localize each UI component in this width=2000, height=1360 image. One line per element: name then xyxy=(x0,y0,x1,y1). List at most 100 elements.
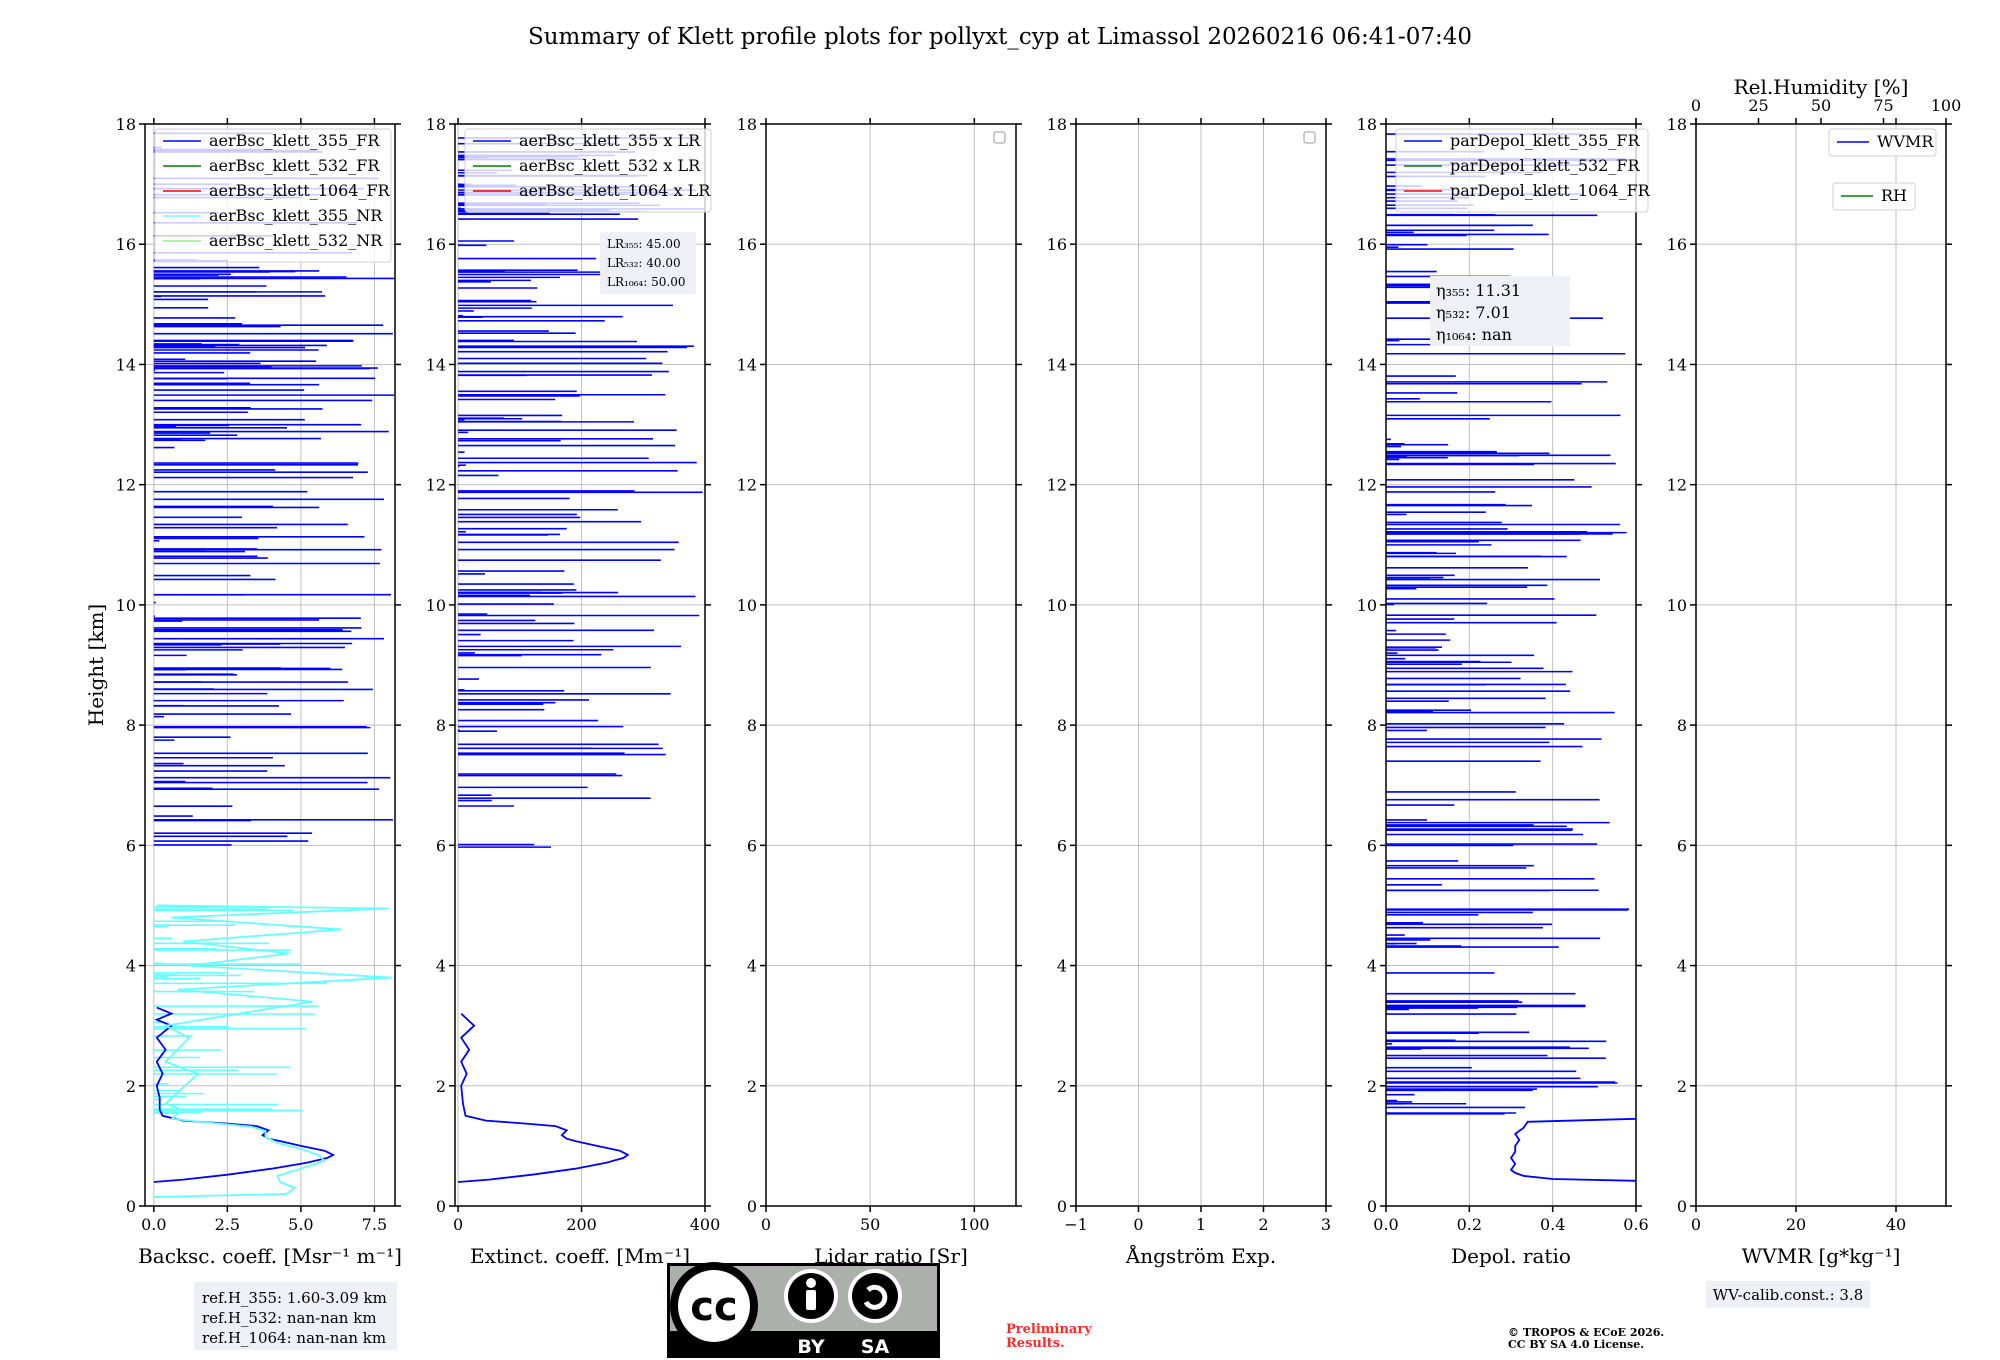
legend-box xyxy=(1832,182,1916,211)
x-tick-label: 0 xyxy=(761,1215,771,1234)
y-tick-label: 2 xyxy=(126,1077,136,1096)
y-tick-label: 16 xyxy=(426,235,446,254)
legend-entry: aerBsc_klett_532_NR xyxy=(209,231,383,250)
panel-frame xyxy=(1075,123,1327,1207)
x-tick-label: 40 xyxy=(1886,1215,1906,1234)
y-tick-label: 2 xyxy=(747,1077,757,1096)
ref-height-532: ref.H_532: nan-nan km xyxy=(202,1309,377,1327)
x-tick-label: 0.0 xyxy=(1373,1215,1398,1234)
lr-annotation: LR₃₅₅: 45.00 xyxy=(607,237,681,251)
y-tick-label: 0 xyxy=(747,1197,757,1216)
legend: parDepol_klett_355_FR parDepol_klett_532_… xyxy=(1395,128,1651,213)
y-tick-label: 6 xyxy=(436,836,446,855)
x-tick-label: 0.6 xyxy=(1623,1215,1648,1234)
x-tick-label: 100 xyxy=(959,1215,990,1234)
y-tick-label: 4 xyxy=(1677,957,1687,976)
y-tick-label: 2 xyxy=(1677,1077,1687,1096)
y-tick-label: 6 xyxy=(747,836,757,855)
y-tick-label: 6 xyxy=(126,836,136,855)
by-label: BY xyxy=(797,1336,824,1358)
by-icon-body xyxy=(806,1290,816,1310)
top-x-tick-label: 25 xyxy=(1748,96,1768,115)
wv-calib-const: WV-calib.const.: 3.8 xyxy=(1713,1286,1864,1304)
panel-frame xyxy=(454,123,706,1207)
reference-heights-box: ref.H_355: 1.60-3.09 km ref.H_532: nan-n… xyxy=(194,1282,397,1350)
ref-height-1064: ref.H_1064: nan-nan km xyxy=(202,1329,386,1347)
series-aerBsc_klett_355 x LR xyxy=(458,1012,630,1183)
cc-logo-inner xyxy=(678,1270,750,1342)
y-tick-label: 18 xyxy=(1047,115,1067,134)
y-tick-label: 0 xyxy=(1677,1197,1687,1216)
y-tick-label: 8 xyxy=(1057,716,1067,735)
copyright-line-2: CC BY SA 4.0 License. xyxy=(1508,1338,1644,1351)
y-tick-label: 2 xyxy=(436,1077,446,1096)
x-tick-label: 0.4 xyxy=(1540,1215,1565,1234)
x-tick-label: 2 xyxy=(1258,1215,1268,1234)
y-tick-label: 18 xyxy=(1357,115,1377,134)
preliminary-line-2: Results. xyxy=(1006,1336,1065,1351)
x-tick-label: 0 xyxy=(1691,1215,1701,1234)
top-x-tick-label: 100 xyxy=(1931,96,1962,115)
lr-annotation-box xyxy=(600,232,696,294)
preliminary-line-1: Preliminary xyxy=(1006,1322,1092,1337)
wv-calib-box: WV-calib.const.: 3.8 xyxy=(1706,1281,1870,1308)
legend-box xyxy=(464,128,712,213)
y-tick-label: 10 xyxy=(1667,596,1687,615)
y-tick-label: 12 xyxy=(1357,476,1377,495)
x-axis-label: Depol. ratio xyxy=(1451,1244,1571,1268)
wv-calib-background xyxy=(1706,1281,1870,1308)
y-tick-label: 16 xyxy=(116,235,136,254)
y-tick-label: 6 xyxy=(1677,836,1687,855)
x-tick-label: 20 xyxy=(1786,1215,1806,1234)
x-tick-label: 3 xyxy=(1321,1215,1331,1234)
x-tick-label: 5.0 xyxy=(288,1215,313,1234)
x-axis-label: WVMR [g*kg⁻¹] xyxy=(1742,1244,1901,1268)
series-parDepol_klett_355_FR xyxy=(1509,1117,1636,1182)
y-tick-label: 8 xyxy=(126,716,136,735)
y-tick-label: 4 xyxy=(1367,957,1377,976)
y-tick-label: 4 xyxy=(126,957,136,976)
y-tick-label: 12 xyxy=(116,476,136,495)
top-x-tick-label: 75 xyxy=(1873,96,1893,115)
y-tick-label: 10 xyxy=(426,596,446,615)
legend-box xyxy=(1395,128,1649,213)
legend-entry: WVMR xyxy=(1877,132,1934,151)
y-tick-label: 18 xyxy=(1667,115,1687,134)
legend-entry: aerBsc_klett_355_FR xyxy=(209,131,380,150)
y-tick-label: 2 xyxy=(1057,1077,1067,1096)
y-tick-label: 0 xyxy=(1367,1197,1377,1216)
x-tick-label: 2.5 xyxy=(215,1215,240,1234)
plot-area xyxy=(153,132,395,1198)
y-tick-label: 6 xyxy=(1367,836,1377,855)
eta-annotation: η₅₃₂: 7.01 xyxy=(1436,303,1511,322)
y-tick-label: 18 xyxy=(116,115,136,134)
x-tick-label: 0 xyxy=(453,1215,463,1234)
panel-wvmr: 0 20 40 0 2 4 6 8 10 12 14 16 18 WVMR [g*kg⁻¹] 0 25 50 75… xyxy=(1667,75,1962,1268)
y-tick-label: 14 xyxy=(1357,355,1377,374)
sa-icon-ring xyxy=(852,1273,898,1319)
y-tick-label: 18 xyxy=(737,115,757,134)
x-tick-label: 0.2 xyxy=(1457,1215,1482,1234)
y-tick-label: 8 xyxy=(1677,716,1687,735)
panels: 0.0 2.5 5.0 7.5 0 2 4 6 8 10 12 14 16 18 Backsc. coeff… xyxy=(84,75,1961,1268)
y-tick-label: 14 xyxy=(1667,355,1687,374)
x-tick-label: 7.5 xyxy=(362,1215,387,1234)
legend-entry: parDepol_klett_1064_FR xyxy=(1450,181,1651,200)
panel-frame xyxy=(1695,123,1947,1207)
legend-entry: aerBsc_klett_1064_FR xyxy=(209,181,391,200)
reference-heights-background xyxy=(194,1282,397,1350)
x-axis-label: Backsc. coeff. [Msr⁻¹ m⁻¹] xyxy=(138,1244,402,1268)
y-tick-label: 16 xyxy=(1357,235,1377,254)
panel-frame xyxy=(765,123,1017,1207)
legend-entry: parDepol_klett_532_FR xyxy=(1450,156,1641,175)
panel-depol: 0.0 0.2 0.4 0.6 0 2 4 6 8 10 12 14 16 18 Depol. ratio p… xyxy=(1357,115,1651,1268)
y-tick-label: 6 xyxy=(1057,836,1067,855)
cc-logo-text: cc xyxy=(690,1284,737,1330)
y-tick-label: 14 xyxy=(116,355,136,374)
y-tick-label: 12 xyxy=(1667,476,1687,495)
figure-title: Summary of Klett profile plots for polly… xyxy=(528,24,1472,50)
legend-entry: aerBsc_klett_355_NR xyxy=(209,206,383,225)
sa-label: SA xyxy=(861,1336,890,1358)
x-axis-label: Extinct. coeff. [Mm⁻¹] xyxy=(470,1244,690,1268)
